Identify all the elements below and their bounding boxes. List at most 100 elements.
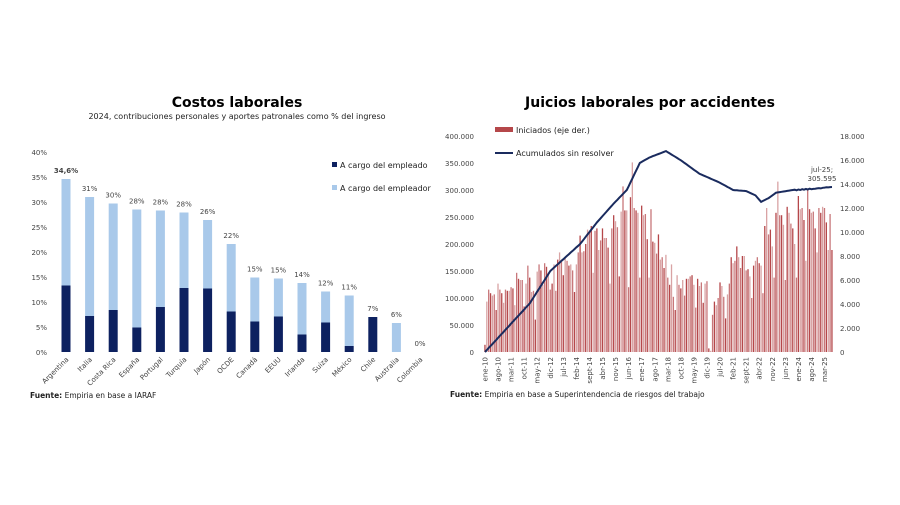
x-tick-label: may-12 xyxy=(534,357,542,384)
x-tick-label: dic-19 xyxy=(704,357,712,379)
bar-empleador-4 xyxy=(155,210,165,307)
bar-iniciados-98 xyxy=(667,277,669,352)
x-tick-label: OCDE xyxy=(216,356,236,376)
bar-iniciados-56 xyxy=(588,232,591,352)
bar-iniciados-40 xyxy=(558,252,561,352)
bar-iniciados-134 xyxy=(734,260,736,352)
legend-label-acumulados: Acumulados sin resolver xyxy=(516,149,614,158)
data-label: 0% xyxy=(414,340,425,348)
bar-iniciados-59 xyxy=(594,230,596,352)
bar-iniciados-123 xyxy=(713,301,716,352)
y-tick-label: 40% xyxy=(31,149,47,157)
y-tick-label: 0% xyxy=(36,349,47,357)
bar-iniciados-130 xyxy=(726,294,729,352)
bar-iniciados-185 xyxy=(829,214,831,352)
bar-iniciados-111 xyxy=(691,275,693,352)
right-legend: Iniciados (eje der.) Acumulados sin reso… xyxy=(495,126,614,158)
legend-label-empleador: A cargo del empleador xyxy=(340,184,432,193)
bar-empleado-13 xyxy=(368,317,378,352)
x-tick-label: ene-24 xyxy=(795,356,803,381)
bar-empleado-0 xyxy=(61,285,71,352)
bar-empleador-2 xyxy=(108,203,118,310)
bar-empleado-2 xyxy=(108,310,118,352)
bar-iniciados-121 xyxy=(710,350,712,352)
bar-iniciados-136 xyxy=(738,257,740,352)
bar-iniciados-144 xyxy=(752,265,755,352)
x-tick-label: ago-10 xyxy=(495,357,503,382)
data-label: 31% xyxy=(82,185,98,193)
bar-empleador-11 xyxy=(321,291,331,323)
bar-iniciados-142 xyxy=(749,276,751,352)
bar-iniciados-51 xyxy=(579,235,581,352)
x-tick-label: ene-10 xyxy=(482,357,490,381)
bar-iniciados-138 xyxy=(741,256,744,352)
bar-iniciados-116 xyxy=(700,282,703,352)
legend-label-iniciados: Iniciados (eje der.) xyxy=(516,126,590,135)
right-source-prefix: Fuente: xyxy=(450,390,482,399)
bar-empleador-8 xyxy=(250,277,260,322)
right-y-tick-label: 10.000 xyxy=(840,229,865,237)
bar-iniciados-113 xyxy=(695,307,697,352)
right-y-tick-label: 2.000 xyxy=(840,325,860,333)
x-tick-label: feb-21 xyxy=(730,357,738,380)
y-tick-label: 25% xyxy=(31,224,47,232)
y-tick-label: 30% xyxy=(31,199,47,207)
bar-iniciados-35 xyxy=(549,289,551,352)
bar-iniciados-65 xyxy=(605,238,607,352)
bar-iniciados-129 xyxy=(724,318,727,352)
acumulados-line xyxy=(484,149,833,353)
y-tick-label: 15% xyxy=(31,274,47,282)
x-tick-label: abr-22 xyxy=(756,357,764,380)
bar-iniciados-53 xyxy=(583,251,585,352)
bar-iniciados-119 xyxy=(706,281,708,352)
x-tick-label: Argentina xyxy=(41,356,71,386)
bar-iniciados-114 xyxy=(696,278,699,352)
bar-iniciados-109 xyxy=(687,278,689,352)
bar-iniciados-140 xyxy=(745,270,747,352)
bar-iniciados-148 xyxy=(760,265,762,352)
x-tick-label: mar-11 xyxy=(508,357,516,382)
bar-iniciados-127 xyxy=(721,286,723,352)
bar-iniciados-126 xyxy=(719,282,721,352)
x-tick-label: mar-18 xyxy=(664,357,672,382)
x-tick-label: mar-25 xyxy=(821,357,829,382)
bar-iniciados-175 xyxy=(810,212,813,352)
x-tick-label: Italia xyxy=(76,356,94,374)
bar-iniciados-84 xyxy=(641,205,643,352)
left-y-tick-label: 400.000 xyxy=(445,133,474,141)
bar-iniciados-118 xyxy=(704,283,706,352)
x-tick-label: sept-21 xyxy=(743,357,751,384)
bar-iniciados-80 xyxy=(633,208,635,352)
bar-iniciados-150 xyxy=(764,226,766,352)
annotation-line1: jul-25; xyxy=(810,166,833,174)
bar-iniciados-97 xyxy=(665,254,667,352)
bar-iniciados-23 xyxy=(527,265,529,352)
bar-iniciados-5 xyxy=(493,294,495,352)
right-y-tick-label: 18.000 xyxy=(840,133,865,141)
bar-iniciados-161 xyxy=(784,280,786,352)
bar-iniciados-166 xyxy=(793,244,796,352)
bar-iniciados-101 xyxy=(672,296,675,352)
bar-iniciados-13 xyxy=(508,290,510,352)
bar-iniciados-6 xyxy=(495,310,497,352)
bar-iniciados-89 xyxy=(650,209,652,352)
bar-iniciados-143 xyxy=(751,298,753,352)
bar-empleado-1 xyxy=(85,316,95,352)
bar-empleado-8 xyxy=(250,321,260,352)
x-tick-label: oct-11 xyxy=(521,357,529,379)
bar-iniciados-93 xyxy=(657,234,660,352)
bar-iniciados-173 xyxy=(807,190,809,352)
data-label: 7% xyxy=(367,305,378,313)
data-label: 15% xyxy=(247,266,263,274)
bar-iniciados-72 xyxy=(618,276,620,352)
bar-iniciados-92 xyxy=(655,253,658,352)
x-tick-label: jun-23 xyxy=(782,357,790,380)
bar-empleado-11 xyxy=(321,322,331,352)
x-tick-label: jul-20 xyxy=(717,357,725,378)
bar-iniciados-151 xyxy=(766,208,768,352)
data-label: 34,6% xyxy=(54,167,78,175)
bar-iniciados-58 xyxy=(592,272,594,352)
bar-iniciados-61 xyxy=(598,250,600,352)
right-y-tick-label: 4.000 xyxy=(840,301,860,309)
bar-iniciados-102 xyxy=(674,310,676,352)
